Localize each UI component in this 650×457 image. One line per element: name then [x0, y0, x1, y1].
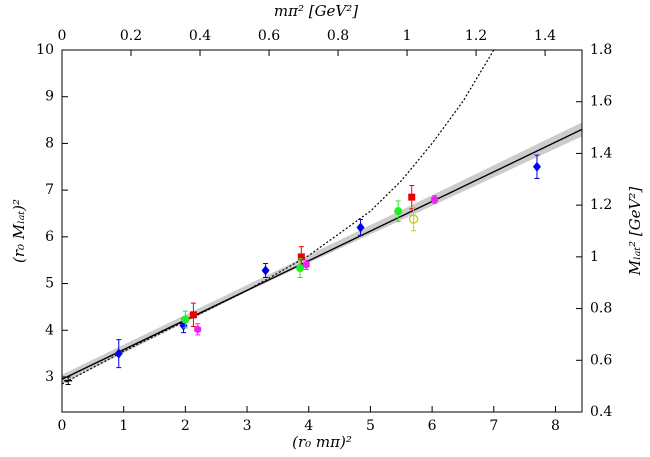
y-tick-label: 10	[36, 42, 54, 58]
x2-tick-label: 1.2	[465, 28, 487, 44]
x-tick-label: 7	[489, 418, 498, 434]
x-tick-label: 6	[428, 418, 437, 434]
y2-label: Mₗₐₜ² [GeV²]	[626, 187, 644, 277]
x2-label: mπ² [GeV²]	[274, 2, 358, 20]
y2-tick-label: 1.4	[590, 145, 612, 161]
point	[532, 161, 541, 172]
point	[114, 348, 123, 359]
point	[431, 195, 439, 204]
x-tick-label: 1	[119, 418, 128, 434]
fit-line	[62, 50, 495, 385]
plot-frame	[61, 49, 583, 413]
x-tick-label: 8	[551, 418, 560, 434]
y2-tick-label: 1.2	[590, 197, 612, 213]
fit-line	[62, 128, 582, 380]
x2-tick-label: 0	[58, 28, 67, 44]
x-tick-label: 5	[366, 418, 375, 434]
y-tick-label: 6	[45, 229, 54, 245]
y2-tick-label: 1.8	[590, 42, 612, 58]
point	[408, 214, 419, 224]
x-label: (r₀ mπ)²	[292, 433, 352, 451]
x-tick-label: 4	[304, 418, 313, 434]
y-tick-label: 9	[45, 89, 54, 105]
x2-tick-label: 0.2	[120, 28, 142, 44]
y-tick-label: 4	[45, 322, 54, 338]
y-tick-label: 7	[45, 182, 54, 198]
point	[356, 222, 365, 233]
point	[181, 315, 190, 324]
x-tick-label: 0	[58, 418, 67, 434]
y-tick-label: 3	[45, 369, 54, 385]
point	[302, 260, 310, 269]
point	[296, 264, 305, 273]
x-tick-label: 2	[181, 418, 190, 434]
point	[394, 207, 403, 216]
y2-tick-label: 1.6	[590, 94, 612, 110]
y2-tick-label: 0.6	[590, 352, 612, 368]
point	[261, 265, 270, 276]
x2-tick-label: 1	[403, 28, 412, 44]
x-tick-label: 3	[243, 418, 252, 434]
x2-tick-label: 0.6	[258, 28, 280, 44]
y-tick-label: 5	[45, 276, 54, 292]
x2-tick-label: 0.4	[189, 28, 211, 44]
point	[189, 311, 197, 319]
point	[297, 253, 305, 261]
point	[194, 325, 202, 334]
y-tick-label: 8	[45, 135, 54, 151]
y-label: (r₀ Mₗₐₜ)²	[10, 199, 28, 263]
y2-tick-label: 1	[590, 249, 599, 265]
y2-tick-label: 0.8	[590, 301, 612, 317]
fit-band	[62, 122, 582, 384]
x2-tick-label: 1.4	[534, 28, 556, 44]
x2-tick-label: 0.8	[327, 28, 349, 44]
y2-tick-label: 0.4	[590, 404, 612, 420]
point	[408, 193, 416, 201]
error-bar	[411, 206, 417, 232]
